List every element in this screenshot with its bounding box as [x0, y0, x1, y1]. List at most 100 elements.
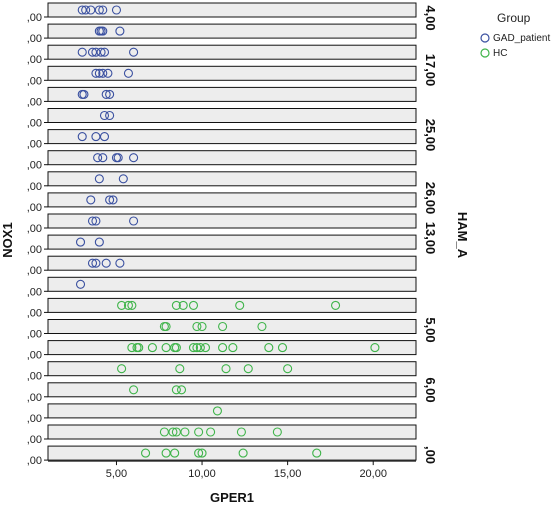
- data-point: [94, 68, 104, 78]
- facet-label: 26,00: [423, 182, 438, 215]
- panel-background: [47, 23, 417, 39]
- data-point: [161, 343, 171, 353]
- data-point: [93, 153, 103, 163]
- panel-background: [47, 86, 417, 102]
- data-point: [99, 47, 110, 57]
- panel-background: [47, 65, 417, 81]
- panel-y-tick-label: ,00: [27, 33, 42, 45]
- panel-15: ,00: [27, 297, 417, 319]
- panel-y-tick-label: ,00: [27, 139, 42, 151]
- data-point: [101, 89, 111, 99]
- x-tick-label: 10,00: [188, 468, 216, 480]
- data-point: [99, 110, 110, 121]
- panel-y-tick-label: ,00: [27, 434, 42, 446]
- panel-y-tick-label: ,00: [27, 286, 42, 298]
- panel-7: ,00: [27, 129, 417, 151]
- data-point: [86, 5, 96, 15]
- panel-y-tick-label: ,00: [27, 75, 42, 87]
- panel-y-tick-label: ,00: [27, 118, 42, 130]
- data-point: [175, 364, 185, 374]
- panel-18: ,00: [27, 361, 417, 383]
- data-point: [129, 216, 139, 226]
- data-point: [283, 364, 293, 374]
- panel-y-tick-label: ,00: [27, 329, 42, 341]
- panel-background: [47, 171, 417, 187]
- data-point: [197, 448, 207, 458]
- x-axis-title: GPER1: [210, 490, 254, 505]
- data-point: [194, 427, 204, 437]
- panel-y-tick-label: ,00: [27, 12, 42, 24]
- x-tick-label: 20,00: [359, 468, 387, 480]
- legend-title: Group: [497, 11, 531, 25]
- data-point: [103, 68, 113, 78]
- panel-background: [47, 361, 417, 377]
- data-point: [117, 300, 127, 310]
- data-point: [118, 174, 128, 184]
- data-point: [115, 258, 125, 268]
- data-point: [134, 343, 144, 353]
- panel-background: [47, 150, 417, 166]
- data-point: [218, 343, 228, 353]
- data-point: [77, 132, 87, 142]
- data-point: [206, 427, 216, 437]
- data-point: [77, 47, 87, 57]
- panel-2: ,00: [27, 23, 417, 45]
- data-point: [113, 153, 123, 163]
- panel-background: [47, 44, 417, 60]
- data-point: [123, 300, 133, 310]
- panel-background: [47, 192, 417, 208]
- data-point: [123, 68, 133, 78]
- data-point: [197, 321, 207, 332]
- panel-20: ,00: [27, 403, 417, 425]
- panel-17: ,00: [27, 340, 417, 362]
- data-point: [79, 89, 89, 99]
- data-point: [171, 427, 181, 437]
- data-point: [75, 237, 86, 247]
- data-point: [127, 300, 137, 310]
- panel-background: [47, 382, 417, 398]
- legend-label-gad-patient: GAD_patient: [493, 33, 550, 44]
- panel-background: [47, 129, 417, 145]
- facet-label: 4,00: [423, 5, 438, 30]
- data-point: [98, 26, 108, 36]
- data-point: [170, 448, 180, 458]
- panel-y-tick-label: ,00: [27, 307, 42, 319]
- panel-background: [47, 234, 417, 250]
- data-point: [108, 195, 118, 205]
- data-point: [243, 364, 253, 374]
- data-point: [194, 448, 204, 458]
- data-point: [264, 343, 274, 353]
- data-point: [91, 258, 101, 268]
- data-point: [235, 300, 245, 310]
- data-point: [115, 26, 125, 36]
- data-point: [176, 385, 187, 395]
- panel-background: [47, 424, 417, 440]
- panel-y-tick-label: ,00: [27, 244, 42, 256]
- data-point: [77, 5, 87, 15]
- data-point: [98, 68, 108, 78]
- panel-8: ,00: [27, 150, 417, 172]
- data-point: [218, 321, 228, 332]
- data-point: [91, 68, 101, 78]
- data-point: [96, 47, 106, 57]
- panel-y-tick-label: ,00: [27, 371, 42, 383]
- x-tick-label: 15,00: [274, 468, 302, 480]
- data-point: [228, 343, 238, 353]
- data-point: [101, 258, 111, 268]
- data-point: [238, 448, 248, 458]
- data-point: [200, 343, 211, 353]
- panel-y-tick-label: ,00: [27, 202, 42, 214]
- data-point: [87, 258, 98, 268]
- panel-background: [47, 403, 417, 419]
- data-point: [171, 343, 181, 353]
- data-point: [94, 5, 104, 15]
- data-point: [99, 132, 110, 142]
- data-point: [98, 5, 108, 15]
- panel-y-tick-label: ,00: [27, 160, 42, 172]
- panel-3: ,00: [27, 44, 417, 66]
- data-point: [159, 427, 169, 437]
- panel-background: [47, 2, 417, 18]
- panel-21: ,00: [27, 424, 417, 446]
- legend-label-hc: HC: [493, 48, 507, 59]
- x-tick-label: 5,00: [106, 468, 127, 480]
